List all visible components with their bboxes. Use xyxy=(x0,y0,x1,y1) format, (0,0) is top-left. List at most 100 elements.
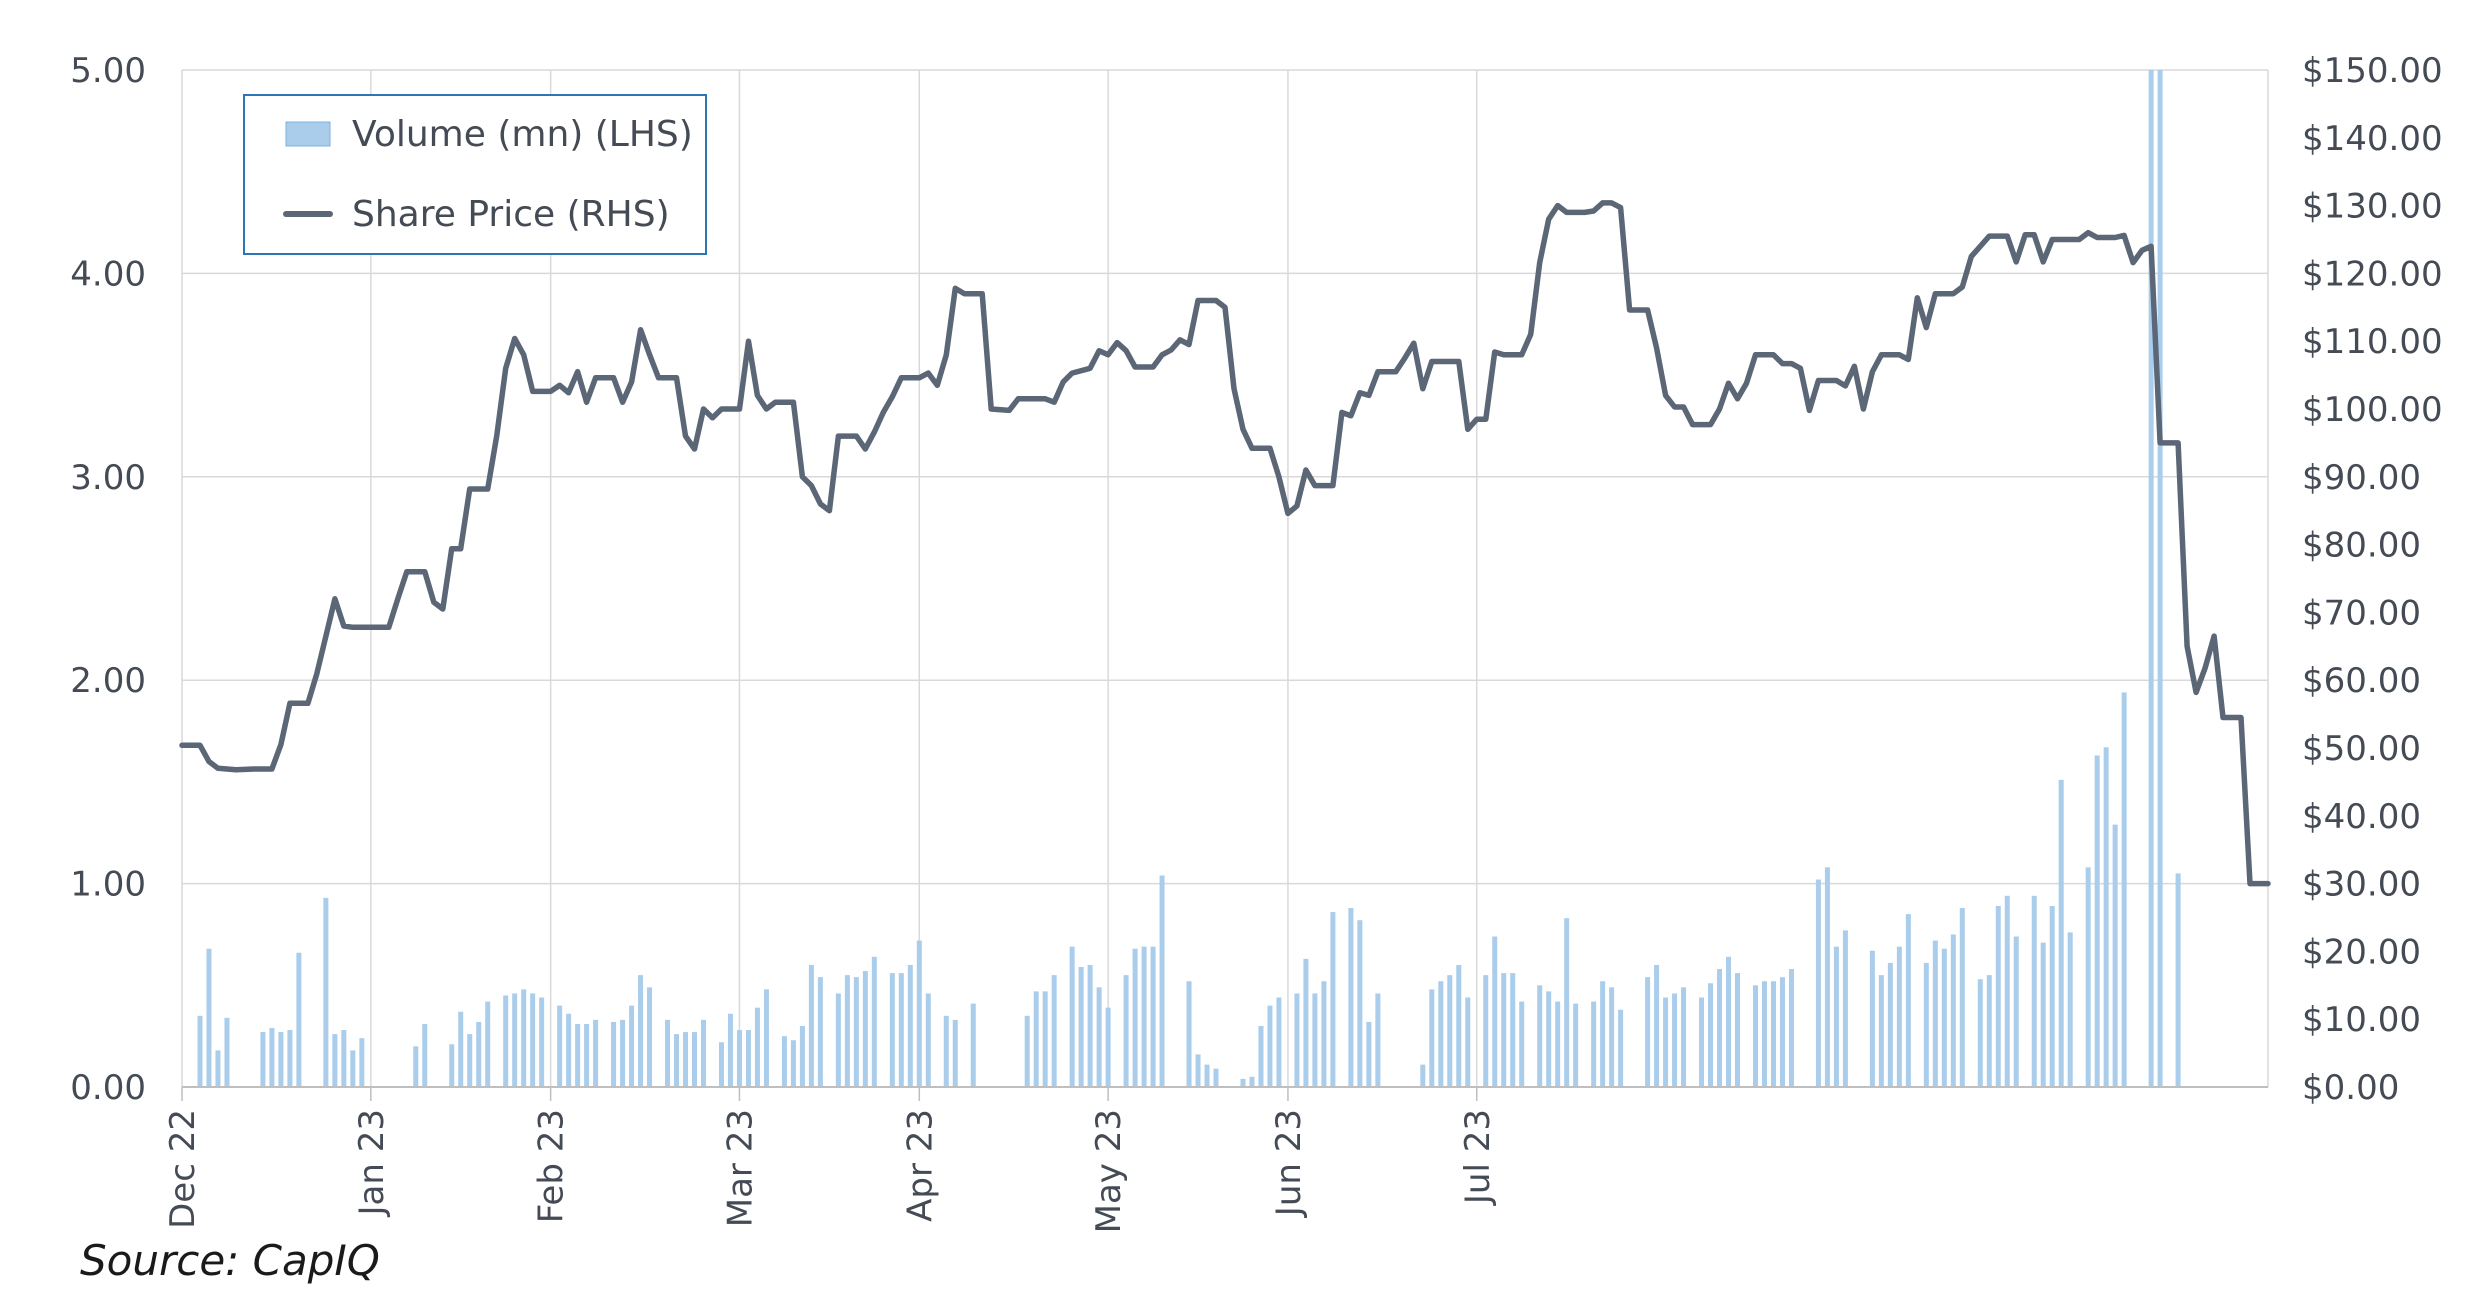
volume-bar xyxy=(566,1013,572,1087)
right-tick-label: $90.00 xyxy=(2302,458,2421,498)
volume-bar xyxy=(1663,997,1669,1087)
volume-bar xyxy=(1726,956,1732,1087)
volume-bar xyxy=(1492,936,1498,1087)
volume-bar xyxy=(844,975,850,1087)
volume-bar xyxy=(269,1028,275,1087)
right-tick-label: $50.00 xyxy=(2302,729,2421,769)
volume-bar xyxy=(332,1034,338,1087)
volume-bar xyxy=(647,987,653,1087)
volume-bar xyxy=(835,993,841,1087)
volume-bar xyxy=(458,1011,464,1087)
volume-bar xyxy=(629,1005,635,1087)
volume-bar xyxy=(871,956,877,1087)
volume-bar xyxy=(2085,867,2091,1087)
volume-bar xyxy=(485,1001,491,1087)
x-tick-label: May 23 xyxy=(1089,1109,1129,1233)
volume-bar xyxy=(611,1021,617,1087)
volume-bar xyxy=(1546,991,1552,1087)
volume-bar xyxy=(1348,908,1354,1087)
right-tick-label: $120.00 xyxy=(2302,254,2443,294)
legend-volume-label: Volume (mn) (LHS) xyxy=(352,114,693,155)
volume-bar xyxy=(1258,1025,1264,1087)
volume-bar xyxy=(476,1021,482,1087)
volume-bar xyxy=(853,977,859,1087)
axes: 0.00 1.00 2.00 3.00 4.00 5.00 $0.00 $10.00 $20.0… xyxy=(70,51,2442,1233)
volume-bar xyxy=(889,973,895,1087)
right-tick-label: $40.00 xyxy=(2302,797,2421,837)
volume-bar xyxy=(1878,975,1884,1087)
volume-bar xyxy=(1815,879,1821,1087)
volume-bar xyxy=(1672,993,1678,1087)
volume-bar xyxy=(1132,948,1138,1087)
volume-bar xyxy=(1501,973,1507,1087)
volume-bar xyxy=(1438,981,1444,1087)
volume-bar xyxy=(907,964,913,1087)
volume-bar xyxy=(1159,875,1165,1087)
volume-bar xyxy=(2058,779,2064,1087)
volume-bar xyxy=(943,1015,949,1087)
left-tick-label: 0.00 xyxy=(70,1068,146,1108)
volume-bar xyxy=(1330,912,1336,1087)
volume-bar xyxy=(1941,948,1947,1087)
legend: Volume (mn) (LHS) Share Price (RHS) xyxy=(243,94,707,255)
volume-bar xyxy=(1609,987,1615,1087)
volume-bar xyxy=(1752,985,1758,1087)
volume-bar xyxy=(1905,914,1911,1087)
volume-bar xyxy=(1833,946,1839,1087)
volume-bar xyxy=(718,1042,724,1087)
volume-bar xyxy=(1366,1021,1372,1087)
volume-bar xyxy=(1069,946,1075,1087)
volume-bar xyxy=(1555,1001,1561,1087)
volume-bar xyxy=(1761,981,1767,1087)
volume-bar xyxy=(1824,867,1830,1087)
x-tick-label: Jan 23 xyxy=(352,1109,392,1217)
volume-bar xyxy=(539,997,545,1087)
volume-bar xyxy=(260,1032,266,1087)
volume-bar xyxy=(1654,964,1660,1087)
share-price-line xyxy=(179,200,2271,887)
volume-bar xyxy=(2067,932,2073,1087)
volume-bar xyxy=(359,1038,365,1087)
volume-bar xyxy=(2112,824,2118,1087)
volume-bar xyxy=(1465,997,1471,1087)
volume-bar xyxy=(2103,747,2109,1087)
right-tick-label: $0.00 xyxy=(2302,1068,2399,1108)
volume-bar xyxy=(683,1032,689,1087)
volume-bar xyxy=(1887,962,1893,1087)
volume-bar xyxy=(215,1050,221,1087)
volume-bar xyxy=(1600,981,1606,1087)
volume-bar xyxy=(341,1030,347,1087)
x-tick-label: Jul 23 xyxy=(1458,1109,1498,1206)
volume-bar xyxy=(916,940,922,1087)
volume-bar xyxy=(2148,70,2154,1087)
volume-bar xyxy=(206,948,212,1087)
volume-bar xyxy=(1770,981,1776,1087)
x-tick-label: Mar 23 xyxy=(720,1109,760,1227)
x-tick-label: Feb 23 xyxy=(532,1109,572,1223)
volume-bar xyxy=(1420,1064,1426,1087)
volume-bar xyxy=(1977,979,1983,1087)
volume-bar xyxy=(817,977,823,1087)
right-tick-label: $130.00 xyxy=(2302,187,2443,227)
volume-bar xyxy=(862,971,868,1087)
x-tick-label: Jun 23 xyxy=(1269,1109,1309,1218)
volume-bar xyxy=(521,989,527,1087)
volume-bar xyxy=(350,1050,356,1087)
right-tick-label: $30.00 xyxy=(2302,865,2421,905)
volume-bar xyxy=(1429,989,1435,1087)
volume-bar xyxy=(1618,1009,1624,1087)
volume-bar xyxy=(1681,987,1687,1087)
volume-bar xyxy=(422,1023,428,1087)
volume-bar xyxy=(467,1034,473,1087)
volume-bar xyxy=(970,1003,976,1087)
volume-bar xyxy=(1033,991,1039,1087)
volume-bar xyxy=(503,995,509,1087)
volume-bar xyxy=(287,1030,293,1087)
volume-bar xyxy=(296,952,302,1087)
source-note: Source: CapIQ xyxy=(80,1236,380,1285)
x-tick-label: Apr 23 xyxy=(900,1109,940,1222)
volume-bar xyxy=(278,1032,284,1087)
volume-bar xyxy=(1869,950,1875,1087)
right-tick-label: $60.00 xyxy=(2302,661,2421,701)
volume-bar xyxy=(952,1019,958,1087)
